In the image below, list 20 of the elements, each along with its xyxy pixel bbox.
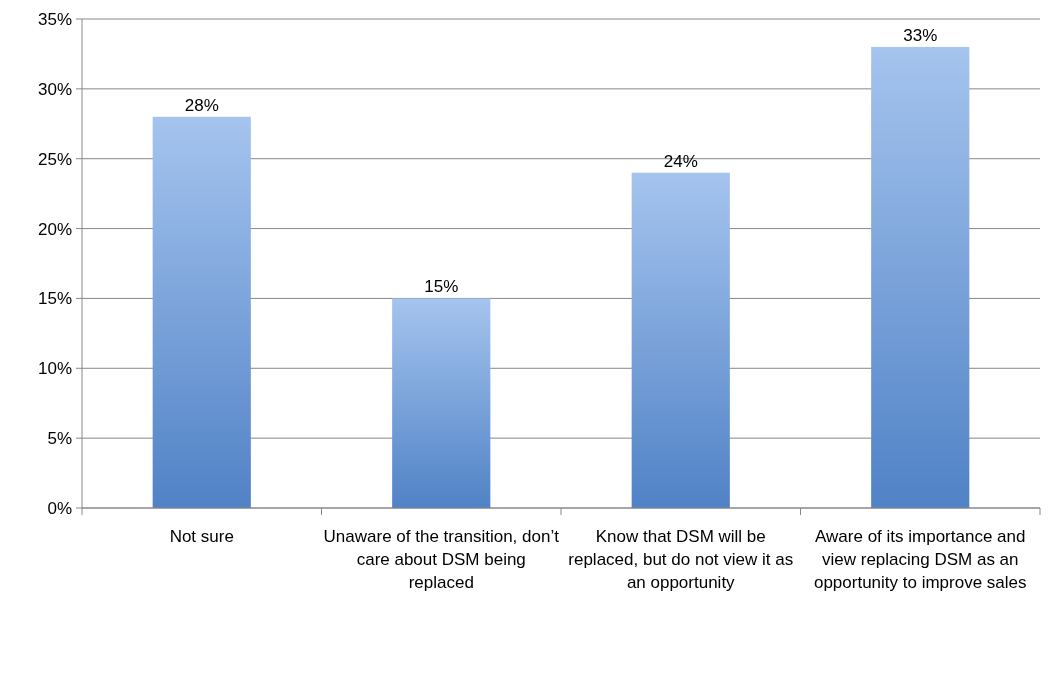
- y-tick-label: 10%: [37, 359, 72, 379]
- bar: [871, 46, 970, 508]
- data-label: 28%: [184, 95, 219, 115]
- data-label: 24%: [663, 151, 698, 171]
- y-tick-label: 20%: [37, 219, 72, 239]
- y-tick-label: 0%: [47, 498, 72, 518]
- bar: [152, 116, 251, 508]
- x-tick-label: Unaware of the transition, don’t care about DSM being replaced: [323, 527, 560, 592]
- x-tick-label: Know that DSM will be replaced, but do not view it as an opportunity: [568, 527, 794, 592]
- x-tick-label: Aware of its importance and view replacing DSM as an opportunity to improve sales: [813, 527, 1027, 592]
- x-tick-label: Not sure: [169, 527, 234, 546]
- bar: [392, 298, 491, 508]
- y-tick-label: 15%: [37, 289, 72, 309]
- y-tick-label: 5%: [47, 429, 72, 449]
- y-tick-label: 30%: [37, 79, 72, 99]
- bar: [631, 172, 730, 508]
- y-tick-label: 35%: [37, 9, 72, 29]
- data-label: 33%: [903, 25, 938, 45]
- y-tick-label: 25%: [37, 149, 72, 169]
- data-label: 15%: [424, 277, 459, 297]
